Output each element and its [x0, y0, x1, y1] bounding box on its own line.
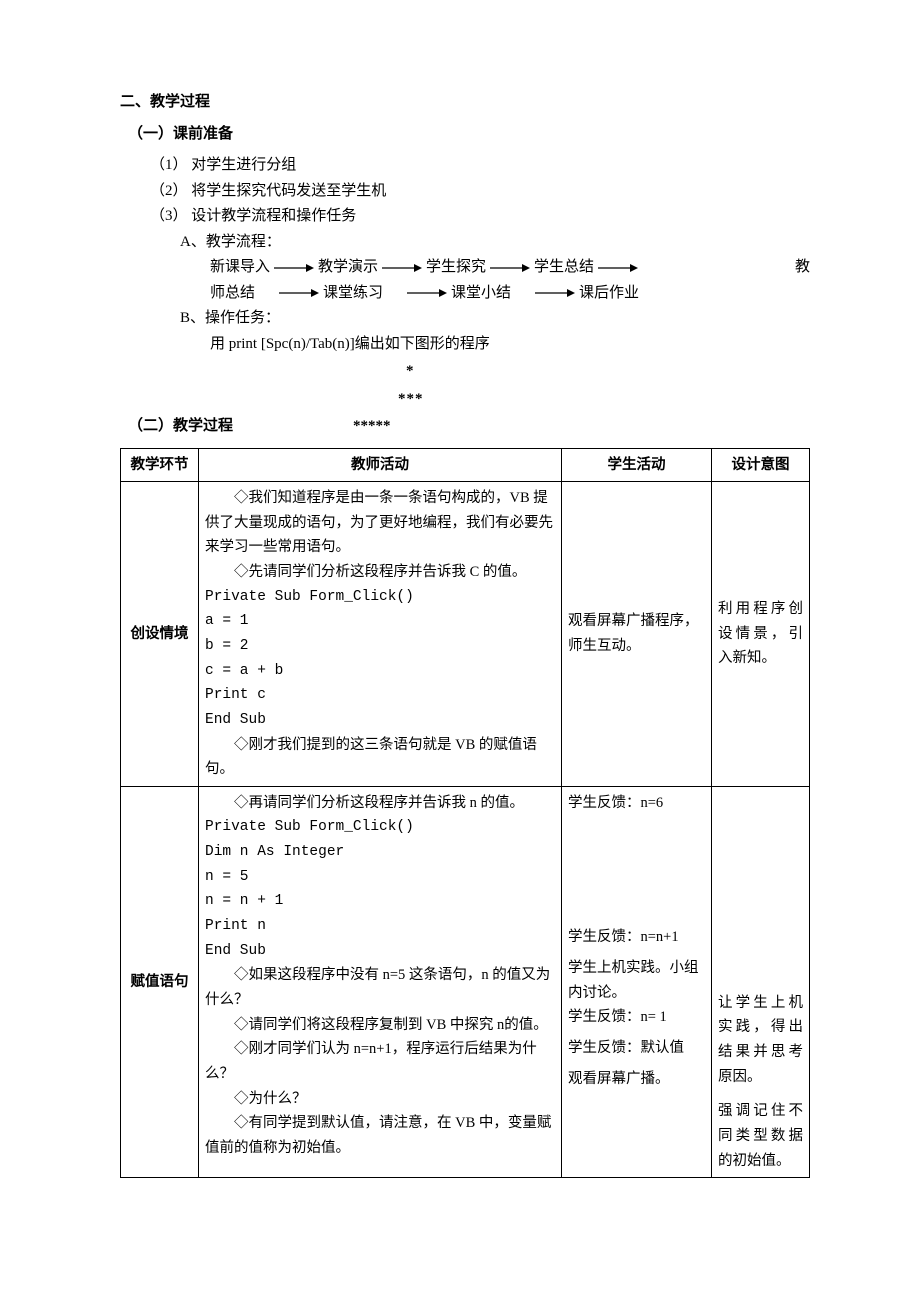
- th-phase: 教学环节: [121, 448, 199, 482]
- subsection-prep: （一）课前准备: [120, 122, 810, 148]
- t2-c2: Dim n As Integer: [205, 840, 555, 865]
- subsection-proc: （二）教学过程: [120, 414, 233, 440]
- arrow-icon: [405, 288, 449, 298]
- i2-2: 强调记住不同类型数据的初始值。: [718, 1099, 803, 1173]
- prep-item-3: （3） 设计教学流程和操作任务: [120, 204, 810, 230]
- t1-p2: ◇先请同学们分析这段程序并告诉我 C 的值。: [205, 560, 555, 585]
- cell-student-2: 学生反馈：n=6 学生反馈：n=n+1 学生上机实践。小组内讨论。 学生反馈：n…: [562, 786, 712, 1177]
- arrow-icon: [272, 263, 316, 273]
- t2-p2: ◇如果这段程序中没有 n=5 这条语句，n 的值又为什么？: [205, 963, 555, 1012]
- t2-c3: n = 5: [205, 865, 555, 890]
- s2-5: 学生反馈：默认值: [568, 1036, 705, 1061]
- t1-c6: End Sub: [205, 708, 555, 733]
- t2-c5: Print n: [205, 914, 555, 939]
- th-teacher: 教师活动: [199, 448, 562, 482]
- t1-c4: c = a + b: [205, 659, 555, 684]
- flow-node-5a: 教: [795, 255, 810, 281]
- t2-p1: ◇再请同学们分析这段程序并告诉我 n 的值。: [205, 791, 555, 816]
- t2-c6: End Sub: [205, 939, 555, 964]
- t1-c1: Private Sub Form_Click(): [205, 585, 555, 610]
- s2-3: 学生上机实践。小组内讨论。: [568, 956, 705, 1005]
- table-row: 赋值语句 ◇再请同学们分析这段程序并告诉我 n 的值。 Private Sub …: [121, 786, 810, 1177]
- s2-1: 学生反馈：n=6: [568, 791, 705, 816]
- t2-p3: ◇请同学们将这段程序复制到 VB 中探究 n的值。: [205, 1013, 555, 1038]
- arrow-icon: [380, 263, 424, 273]
- t1-p1: ◇我们知道程序是由一条一条语句构成的，VB 提供了大量现成的语句，为了更好地编程…: [205, 486, 555, 560]
- flow-node-7: 课堂小结: [451, 281, 511, 307]
- t2-p5: ◇为什么？: [205, 1087, 555, 1112]
- t1-p3: ◇刚才我们提到的这三条语句就是 VB 的赋值语句。: [205, 733, 555, 782]
- cell-phase-1: 创设情境: [121, 482, 199, 787]
- prep-b-label: B、操作任务：: [120, 306, 810, 332]
- cell-student-1: 观看屏幕广播程序，师生互动。: [562, 482, 712, 787]
- flow-node-4: 学生总结: [534, 255, 594, 281]
- prep-a-label: A、教学流程：: [120, 230, 810, 256]
- prep-item-1: （1） 对学生进行分组: [120, 153, 810, 179]
- t1-c2: a = 1: [205, 609, 555, 634]
- s2-2: 学生反馈：n=n+1: [568, 925, 705, 950]
- t2-c1: Private Sub Form_Click(): [205, 815, 555, 840]
- subsection-proc-row: （二）教学过程 *****: [120, 414, 810, 440]
- flow-line-2: 师总结 课堂练习 课堂小结 课后作业: [120, 281, 810, 307]
- cell-phase-2: 赋值语句: [121, 786, 199, 1177]
- arrow-icon: [488, 263, 532, 273]
- cell-intent-1: 利用程序创设情景，引入新知。: [712, 482, 810, 787]
- t1-c5: Print c: [205, 683, 555, 708]
- stars-row-3: *****: [233, 414, 391, 440]
- t1-c3: b = 2: [205, 634, 555, 659]
- th-intent: 设计意图: [712, 448, 810, 482]
- stars-row-2: ***: [120, 387, 810, 413]
- flow-line-1: 新课导入 教学演示 学生探究 学生总结 教: [120, 255, 810, 281]
- cell-teacher-2: ◇再请同学们分析这段程序并告诉我 n 的值。 Private Sub Form_…: [199, 786, 562, 1177]
- prep-item-2: （2） 将学生探究代码发送至学生机: [120, 179, 810, 205]
- table-row: 创设情境 ◇我们知道程序是由一条一条语句构成的，VB 提供了大量现成的语句，为了…: [121, 482, 810, 787]
- th-student: 学生活动: [562, 448, 712, 482]
- flow-node-1: 新课导入: [210, 255, 270, 281]
- flow-node-2: 教学演示: [318, 255, 378, 281]
- teaching-process-table: 教学环节 教师活动 学生活动 设计意图 创设情境 ◇我们知道程序是由一条一条语句…: [120, 448, 810, 1179]
- i2-1: 让学生上机实践，得出结果并思考原因。: [718, 991, 803, 1090]
- arrow-icon: [533, 288, 577, 298]
- t2-p4: ◇刚才同学们认为 n=n+1，程序运行后结果为什么？: [205, 1037, 555, 1086]
- cell-teacher-1: ◇我们知道程序是由一条一条语句构成的，VB 提供了大量现成的语句，为了更好地编程…: [199, 482, 562, 787]
- flow-node-3: 学生探究: [426, 255, 486, 281]
- s2-4: 学生反馈：n= 1: [568, 1005, 705, 1030]
- arrow-icon: [596, 263, 640, 273]
- flow-node-6: 课堂练习: [323, 281, 383, 307]
- cell-intent-2: 让学生上机实践，得出结果并思考原因。 强调记住不同类型数据的初始值。: [712, 786, 810, 1177]
- table-header-row: 教学环节 教师活动 学生活动 设计意图: [121, 448, 810, 482]
- t2-c4: n = n + 1: [205, 889, 555, 914]
- section-title-2: 二、教学过程: [120, 90, 810, 116]
- flow-node-5b: 师总结: [210, 281, 255, 307]
- t2-p6: ◇有同学提到默认值，请注意，在 VB 中，变量赋值前的值称为初始值。: [205, 1111, 555, 1160]
- prep-b-text: 用 print [Spc(n)/Tab(n)]编出如下图形的程序: [120, 332, 810, 358]
- flow-node-8: 课后作业: [579, 281, 639, 307]
- arrow-icon: [277, 288, 321, 298]
- stars-row-1: *: [120, 359, 810, 385]
- s2-6: 观看屏幕广播。: [568, 1067, 705, 1092]
